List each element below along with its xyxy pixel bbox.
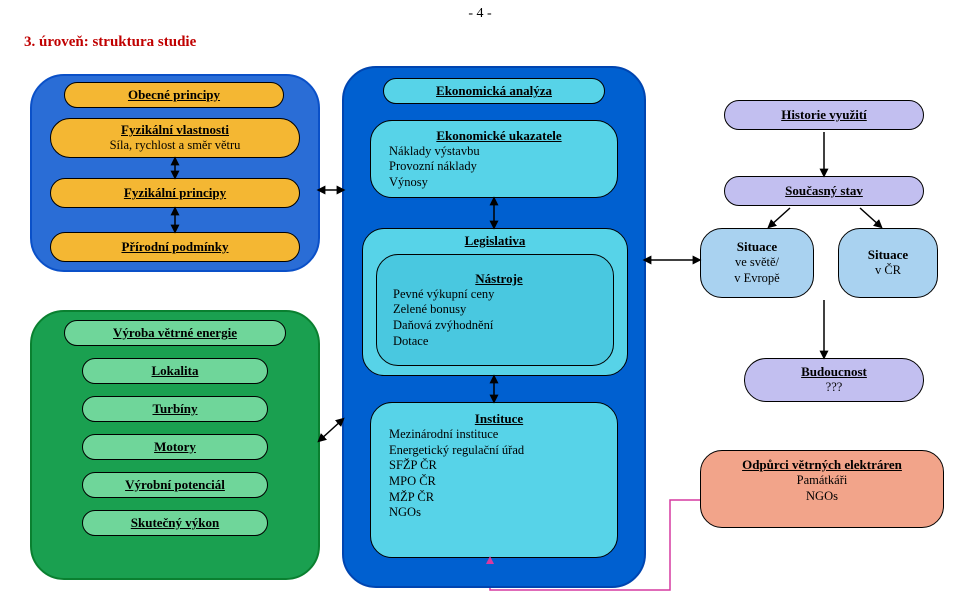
mid-inst-l1: Mezinárodní instituce	[389, 427, 498, 443]
r-opp-l1: Památkáři	[797, 473, 848, 489]
mid-ek-l3: Výnosy	[389, 175, 428, 191]
mid-leg-hd: Legislativa	[465, 233, 526, 249]
mid-ek-l2: Provozní náklady	[389, 159, 477, 175]
r-fut-hd: Budoucnost	[801, 364, 867, 380]
box-fyz-vlast: Fyzikální vlastnosti Síla, rychlost a sm…	[50, 118, 300, 158]
box-fyz-princ: Fyzikální principy	[50, 178, 300, 208]
r-world-hd: Situace	[737, 239, 777, 255]
box-prirod-hd: Přírodní podmínky	[121, 239, 228, 255]
mid-inst-l4: MPO ČR	[389, 474, 436, 490]
lb-vykon-l: Skutečný výkon	[131, 515, 220, 531]
r-world: Situace ve světě/ v Evropě	[700, 228, 814, 298]
r-hist-l: Historie využití	[781, 107, 867, 123]
r-cz-l1: v ČR	[875, 263, 901, 279]
r-opp-hd: Odpůrci větrných elektráren	[742, 457, 902, 473]
mid-nas-l4: Dotace	[393, 334, 428, 350]
mid-nastroje: Nástroje Pevné výkupní ceny Zelené bonus…	[376, 254, 614, 366]
mid-header: Ekonomická analýza	[383, 78, 605, 104]
left-top-header: Obecné principy	[64, 82, 284, 108]
r-cz-hd: Situace	[868, 247, 908, 263]
r-future: Budoucnost ???	[744, 358, 924, 402]
r-opp: Odpůrci větrných elektráren Památkáři NG…	[700, 450, 944, 528]
mid-header-l: Ekonomická analýza	[436, 83, 552, 99]
left-top-header-label: Obecné principy	[128, 87, 220, 103]
mid-inst-l6: NGOs	[389, 505, 421, 521]
page-title: 3. úroveň: struktura studie	[24, 34, 196, 51]
r-hist: Historie využití	[724, 100, 924, 130]
lb-lokalita-l: Lokalita	[152, 363, 199, 379]
box-fyz-vlast-hd: Fyzikální vlastnosti	[121, 122, 229, 138]
lb-motory-l: Motory	[154, 439, 196, 455]
lb-turbiny-l: Turbíny	[152, 401, 197, 417]
mid-nas-l2: Zelené bonusy	[393, 302, 466, 318]
r-world-l2: v Evropě	[734, 271, 779, 287]
mid-ek: Ekonomické ukazatele Náklady výstavbu Pr…	[370, 120, 618, 198]
mid-inst-l5: MŽP ČR	[389, 490, 434, 506]
r-cz: Situace v ČR	[838, 228, 938, 298]
lb-motory: Motory	[82, 434, 268, 460]
lb-turbiny: Turbíny	[82, 396, 268, 422]
mid-inst: Instituce Mezinárodní instituce Energeti…	[370, 402, 618, 558]
mid-nas-l1: Pevné výkupní ceny	[393, 287, 494, 303]
left-bot-header: Výroba větrné energie	[64, 320, 286, 346]
lb-lokalita: Lokalita	[82, 358, 268, 384]
page-number: - 4 -	[468, 6, 491, 22]
mid-inst-l3: SFŽP ČR	[389, 458, 437, 474]
r-curr: Současný stav	[724, 176, 924, 206]
mid-ek-hd: Ekonomické ukazatele	[436, 128, 561, 144]
r-world-l1: ve světě/	[735, 255, 779, 271]
mid-nas-l3: Daňová zvýhodnění	[393, 318, 493, 334]
r-curr-l: Současný stav	[785, 183, 863, 199]
mid-inst-hd: Instituce	[475, 411, 523, 427]
box-fyz-vlast-ln: Síla, rychlost a směr větru	[110, 138, 241, 154]
lb-potencial-l: Výrobní potenciál	[125, 477, 225, 493]
lb-potencial: Výrobní potenciál	[82, 472, 268, 498]
mid-nas-hd: Nástroje	[475, 271, 522, 287]
r-fut-l1: ???	[826, 380, 843, 396]
lb-vykon: Skutečný výkon	[82, 510, 268, 536]
box-fyz-princ-hd: Fyzikální principy	[124, 185, 226, 201]
r-opp-l2: NGOs	[806, 489, 838, 505]
mid-inst-l2: Energetický regulační úřad	[389, 443, 524, 459]
mid-ek-l1: Náklady výstavbu	[389, 144, 480, 160]
left-bot-header-label: Výroba větrné energie	[113, 325, 237, 341]
box-prirod: Přírodní podmínky	[50, 232, 300, 262]
